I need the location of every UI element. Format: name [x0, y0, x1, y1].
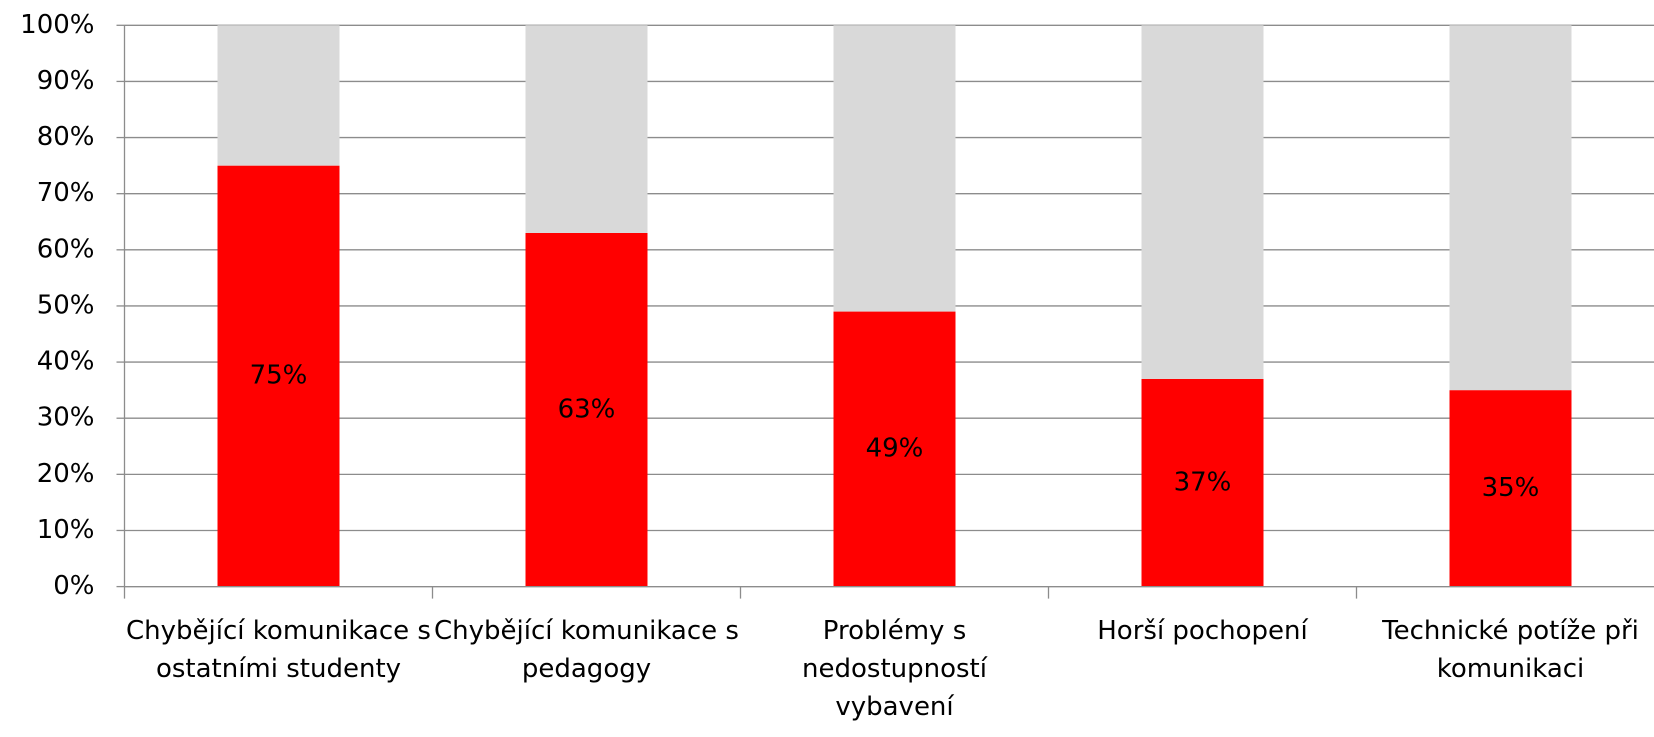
y-tick-label: 10% [37, 515, 95, 545]
y-tick-label: 0% [53, 571, 94, 601]
bar-segment [525, 25, 648, 233]
y-tick-label: 100% [20, 10, 94, 40]
x-tick-label: Chybějící komunikace s ostatními student… [126, 616, 431, 684]
bar-segment [1449, 390, 1572, 587]
y-tick-label: 80% [37, 122, 95, 152]
bar-segment [833, 311, 956, 587]
y-tick-label: 40% [37, 347, 95, 377]
y-tick-label: 30% [37, 403, 95, 433]
bar-segment [217, 25, 340, 166]
x-tick-label: Technické potíže při komunikaci [1382, 616, 1639, 684]
x-tick-label: Problémy s nedostupností vybavení [802, 616, 987, 722]
bar-segment [1141, 25, 1264, 379]
y-tick-label: 50% [37, 290, 95, 320]
bar-segment [1449, 25, 1572, 391]
x-tick-label: Horší pochopení [1097, 616, 1308, 646]
bar-segment [1141, 378, 1264, 587]
data-label: 75% [250, 361, 308, 391]
data-label: 37% [1174, 467, 1232, 497]
x-tick-label: Chybějící komunikace s pedagogy [434, 616, 739, 684]
y-tick-label: 90% [37, 66, 95, 96]
data-label: 49% [866, 434, 924, 464]
bar-segment [525, 232, 648, 587]
y-tick-label: 20% [37, 459, 95, 489]
bar-segment [833, 25, 956, 312]
bar-segment [217, 165, 340, 587]
data-label: 63% [558, 394, 616, 424]
data-label: 35% [1482, 473, 1540, 503]
y-tick-label: 60% [37, 234, 95, 264]
y-tick-label: 70% [37, 178, 95, 208]
